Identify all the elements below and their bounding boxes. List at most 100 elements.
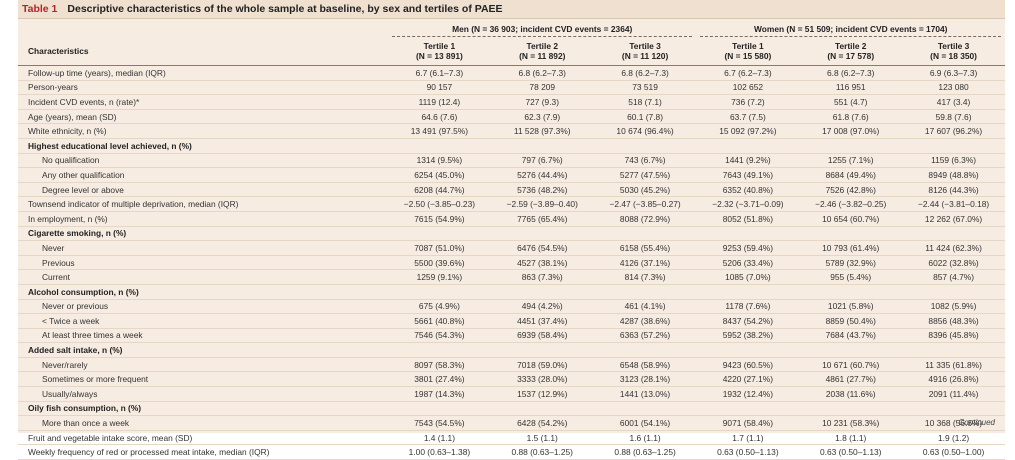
table-cell	[902, 343, 1005, 358]
table-cell	[799, 226, 902, 241]
tertile-name: Tertile 3	[937, 41, 970, 51]
row-label: Weekly frequency of red or processed mea…	[28, 447, 270, 458]
table-cell: 1119 (12.4)	[418, 96, 461, 107]
row-label: Never or previous	[42, 301, 109, 312]
tertile-n: (N = 13 891)	[416, 51, 463, 61]
table-cell: 60.1 (7.8)	[627, 111, 663, 122]
table-cell: 5789 (32.9%)	[825, 257, 876, 268]
table-cell: 0.63 (0.50–1.13)	[717, 447, 779, 458]
table-cell: 1159 (6.3%)	[931, 155, 977, 166]
tertile-name: Tertile 1	[423, 41, 456, 51]
table-cell: 5500 (39.6%)	[414, 257, 465, 268]
table-cell	[902, 284, 1005, 299]
table-cell	[799, 343, 902, 358]
table-cell: 8088 (72.9%)	[619, 213, 671, 224]
table-cell: 4861 (27.7%)	[825, 374, 876, 385]
table-cell	[491, 138, 594, 153]
table-cell: 8052 (51.8%)	[722, 213, 774, 224]
table-cell: 5952 (38.2%)	[722, 330, 774, 341]
table-cell: 5277 (47.5%)	[619, 169, 671, 180]
continued-note: Continued	[958, 418, 995, 427]
table-cell: 61.8 (7.6)	[832, 111, 869, 122]
table-row: Person-years 90 157 78 209 73 519 102 652 116…	[18, 80, 1005, 95]
table-cell: 494 (4.2%)	[521, 301, 563, 312]
table-cell: 863 (7.3%)	[521, 272, 563, 283]
table-row: Follow-up time (years), median (IQR) 6.7 …	[18, 66, 1005, 81]
row-label: < Twice a week	[42, 315, 100, 326]
table-cell: 8437 (54.2%)	[722, 315, 774, 326]
tertile-header: Tertile 3 (N = 18 350)	[902, 37, 1005, 66]
characteristics-header: Characteristics	[28, 46, 89, 56]
table-cell	[594, 284, 697, 299]
table-cell	[594, 226, 697, 241]
table-row: Townsend indicator of multiple deprivati…	[18, 197, 1005, 212]
table-row: Age (years), mean (SD) 64.6 (7.6) 62.3 (7.…	[18, 109, 1005, 124]
table-cell: 8859 (50.4%)	[825, 315, 876, 326]
men-group-label: Men (N = 36 903; incident CVD events = 2…	[392, 24, 693, 37]
table-cell: 7615 (54.9%)	[414, 213, 465, 224]
table-cell: 10 368 (56.6%)	[924, 418, 983, 429]
table-cell: 8097 (58.3%)	[414, 359, 465, 370]
row-label: Usually/always	[42, 388, 98, 399]
table-cell	[594, 138, 697, 153]
table-cell: 3801 (27.4%)	[414, 374, 465, 385]
tertile-header: Tertile 1 (N = 13 891)	[388, 37, 491, 66]
table-cell: 955 (5.4%)	[830, 272, 872, 283]
tertile-name: Tertile 2	[526, 41, 558, 51]
tertile-header: Tertile 3 (N = 11 120)	[594, 37, 697, 66]
table-cell: 11 528 (97.3%)	[513, 126, 571, 137]
table-cell	[388, 138, 491, 153]
table-row: Never/rarely 8097 (58.3%) 7018 (59.0%) 6548…	[18, 357, 1005, 372]
table-cell	[799, 138, 902, 153]
table-cell: 78 209	[529, 82, 556, 93]
table-cell: 417 (3.4)	[936, 96, 971, 107]
table-row: Incident CVD events, n (rate)* 1119 (12.4…	[18, 95, 1005, 110]
table-cell: 59.8 (7.6)	[935, 111, 972, 122]
table-cell: 6158 (55.4%)	[619, 242, 671, 253]
row-label: White ethnicity, n (%)	[28, 126, 107, 137]
table-row: Weekly frequency of red or processed mea…	[18, 445, 1005, 460]
table-cell: 2091 (11.4%)	[928, 388, 979, 399]
table-cell: 10 793 (61.4%)	[822, 242, 880, 253]
table-cell: 6.8 (6.2–7.3)	[518, 67, 566, 78]
table-cell: 8126 (44.3%)	[928, 184, 979, 195]
table-cell: 5736 (48.2%)	[517, 184, 568, 195]
table-row: White ethnicity, n (%) 13 491 (97.5%) 11 5…	[18, 124, 1005, 139]
table-cell: −2.46 (−3.82–0.25)	[815, 199, 887, 210]
table-cell: 7546 (54.3%)	[414, 330, 465, 341]
tertile-n: (N = 18 350)	[930, 51, 977, 61]
tertile-n: (N = 17 578)	[827, 51, 875, 61]
table-cell: 73 519	[632, 82, 658, 93]
row-label: Sometimes or more frequent	[42, 374, 149, 385]
tertile-header: Tertile 1 (N = 15 580)	[696, 37, 799, 66]
table-cell: 10 671 (60.7%)	[822, 359, 880, 370]
table-cell: 7684 (43.7%)	[825, 330, 876, 341]
table-cell: 8856 (48.3%)	[928, 315, 979, 326]
section-label: Oily fish consumption, n (%)	[28, 403, 142, 414]
table-cell: 8396 (45.8%)	[928, 330, 979, 341]
section-row: Highest educational level achieved, n (%…	[18, 138, 1005, 154]
table-cell: 1441 (9.2%)	[725, 155, 771, 166]
table-cell	[696, 401, 799, 416]
table-row: No qualification 1314 (9.5%) 797 (6.7%) 743…	[18, 153, 1005, 168]
table-cell: 10 231 (58.3%)	[822, 418, 880, 429]
section-label: Cigarette smoking, n (%)	[28, 228, 127, 239]
table-cell	[696, 343, 799, 358]
table-row: More than once a week 7543 (54.5%) 6428 (5…	[18, 416, 1005, 431]
table-cell: 0.88 (0.63–1.25)	[614, 447, 676, 458]
table-cell: 727 (9.3)	[525, 96, 559, 107]
table-cell: 11 424 (62.3%)	[925, 242, 982, 253]
table-cell: 90 157	[426, 82, 453, 93]
table-cell: 5030 (45.2%)	[619, 184, 671, 195]
table-cell: 9423 (60.5%)	[722, 359, 774, 370]
table-cell: 9253 (59.4%)	[722, 242, 774, 253]
table-cell: −2.44 (−3.81–0.18)	[917, 199, 990, 210]
table-cell: 5276 (44.4%)	[517, 169, 568, 180]
table-cell	[594, 343, 697, 358]
table-cell: 1314 (9.5%)	[416, 155, 463, 166]
header-spacer	[18, 19, 388, 37]
row-label: Never	[42, 242, 65, 253]
table-row: Current 1259 (9.1%) 863 (7.3%) 814 (7.3%) 10…	[18, 270, 1005, 285]
table-cell: 62.3 (7.9)	[524, 111, 561, 122]
table-cell: 1259 (9.1%)	[416, 272, 463, 283]
